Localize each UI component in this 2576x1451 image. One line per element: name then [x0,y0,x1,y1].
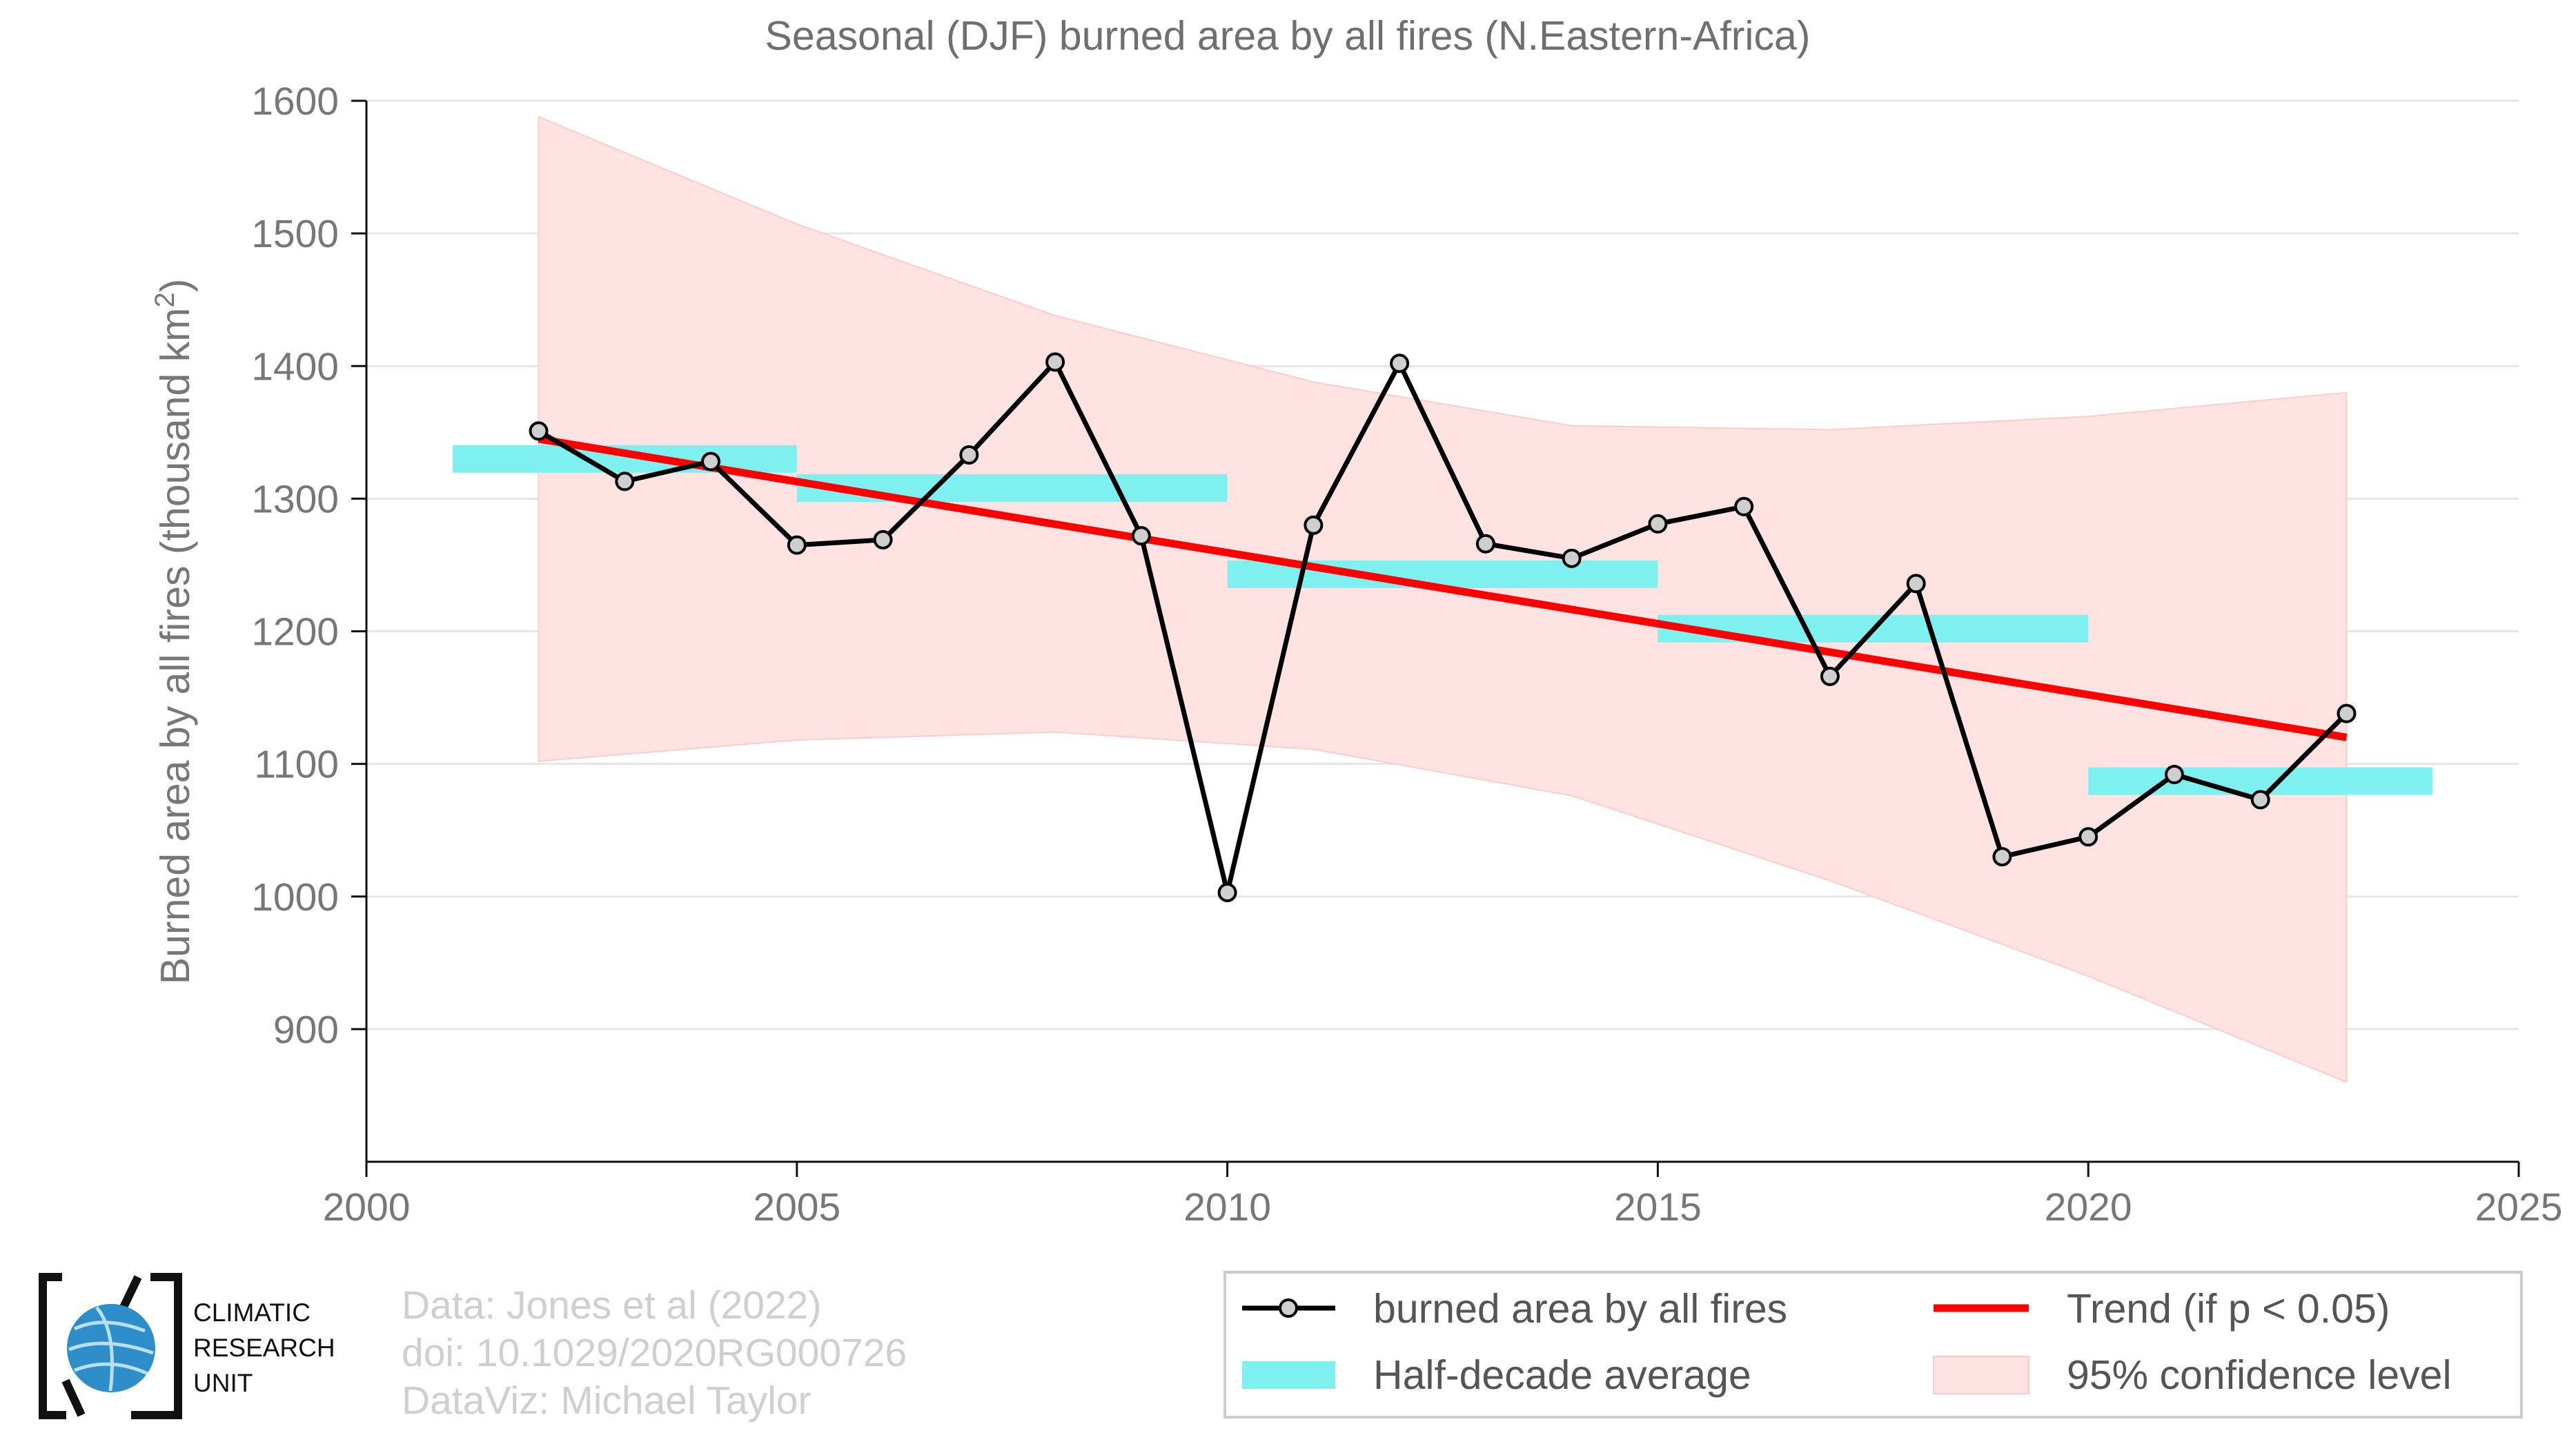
half-decade-bar-2001 [452,445,797,473]
y-tick-label-1100: 1100 [254,743,339,787]
data-point-2008 [1045,352,1065,372]
data-point-2015 [1648,514,1668,534]
x-ticks: 2000 2005 2010 2015 2020 2025 [323,1162,2563,1229]
cru-logo-line1: CLIMATIC [193,1298,311,1327]
data-point-2020 [2078,827,2098,847]
data-point-2017 [1820,666,1840,686]
data-point-2002 [529,421,549,441]
data-point-2016 [1734,496,1754,516]
y-axis-label: Burned area by all fires (thousand km2) [150,279,198,984]
y-tick-label-1000: 1000 [251,875,339,919]
legend-swatch-halfdecade [1242,1361,1335,1389]
confidence-band [538,115,2348,1084]
data-point-2018 [1906,574,1926,594]
burned-area-series [529,352,2357,902]
y-tick-label-1200: 1200 [251,610,339,654]
data-point-2014 [1562,548,1582,568]
credit-data-source: Data: Jones et al (2022) [402,1283,821,1327]
trend-line [538,435,2348,741]
credit-doi: doi: 10.1029/2020RG000726 [402,1331,907,1375]
data-point-2021 [2164,764,2184,784]
legend-label-series: burned area by all fires [1373,1286,1787,1332]
y-tick-label-1300: 1300 [251,477,339,521]
legend-box [1223,1271,2523,1419]
data-point-2009 [1131,526,1151,546]
y-tick-label-1600: 1600 [251,79,339,124]
data-point-2023 [2337,703,2357,723]
cru-logo-line3: UNIT [193,1369,253,1397]
legend-label-confidence: 95% confidence level [2067,1352,2452,1398]
x-tick-label-2005: 2005 [753,1185,840,1229]
y-ticks: 900 1000 1100 1200 1300 1400 1500 1600 [251,79,366,1052]
legend-swatch-confidence [1933,1356,2029,1394]
cru-logo: CLIMATIC RESEARCH UNIT [39,1273,335,1419]
y-tick-label-1400: 1400 [251,344,339,389]
x-tick-label-2010: 2010 [1183,1185,1271,1229]
x-tick-label-2000: 2000 [323,1185,411,1229]
data-point-2011 [1304,515,1324,535]
data-point-2004 [701,451,721,471]
data-point-2013 [1475,534,1495,554]
cru-logo-line2: RESEARCH [193,1334,335,1362]
trend-line-segment [538,435,2348,741]
x-tick-label-2015: 2015 [1614,1185,1702,1229]
data-point-2010 [1217,882,1237,902]
data-point-2006 [873,529,893,549]
x-tick-label-2020: 2020 [2045,1185,2132,1229]
legend: burned area by all fires Trend (if p < 0… [1223,1271,2523,1419]
series-line [537,359,2348,895]
legend-swatch-marker [1279,1298,1298,1318]
data-point-2003 [615,471,635,491]
x-tick-label-2025: 2025 [2475,1185,2563,1229]
legend-label-trend: Trend (if p < 0.05) [2067,1286,2390,1332]
half-decade-bar-2005 [796,474,1228,503]
data-point-2022 [2250,790,2270,810]
data-point-2012 [1390,353,1410,373]
data-point-2019 [1992,847,2012,867]
y-tick-label-900: 900 [273,1008,339,1052]
chart-title: Seasonal (DJF) burned area by all fires … [765,13,1811,59]
data-point-2007 [959,445,979,465]
legend-label-halfdecade: Half-decade average [1373,1352,1751,1398]
data-point-2005 [787,535,807,555]
confidence-band-area [538,115,2348,1084]
y-tick-label-1500: 1500 [251,212,339,256]
credit-dataviz: DataViz: Michael Taylor [402,1379,812,1423]
